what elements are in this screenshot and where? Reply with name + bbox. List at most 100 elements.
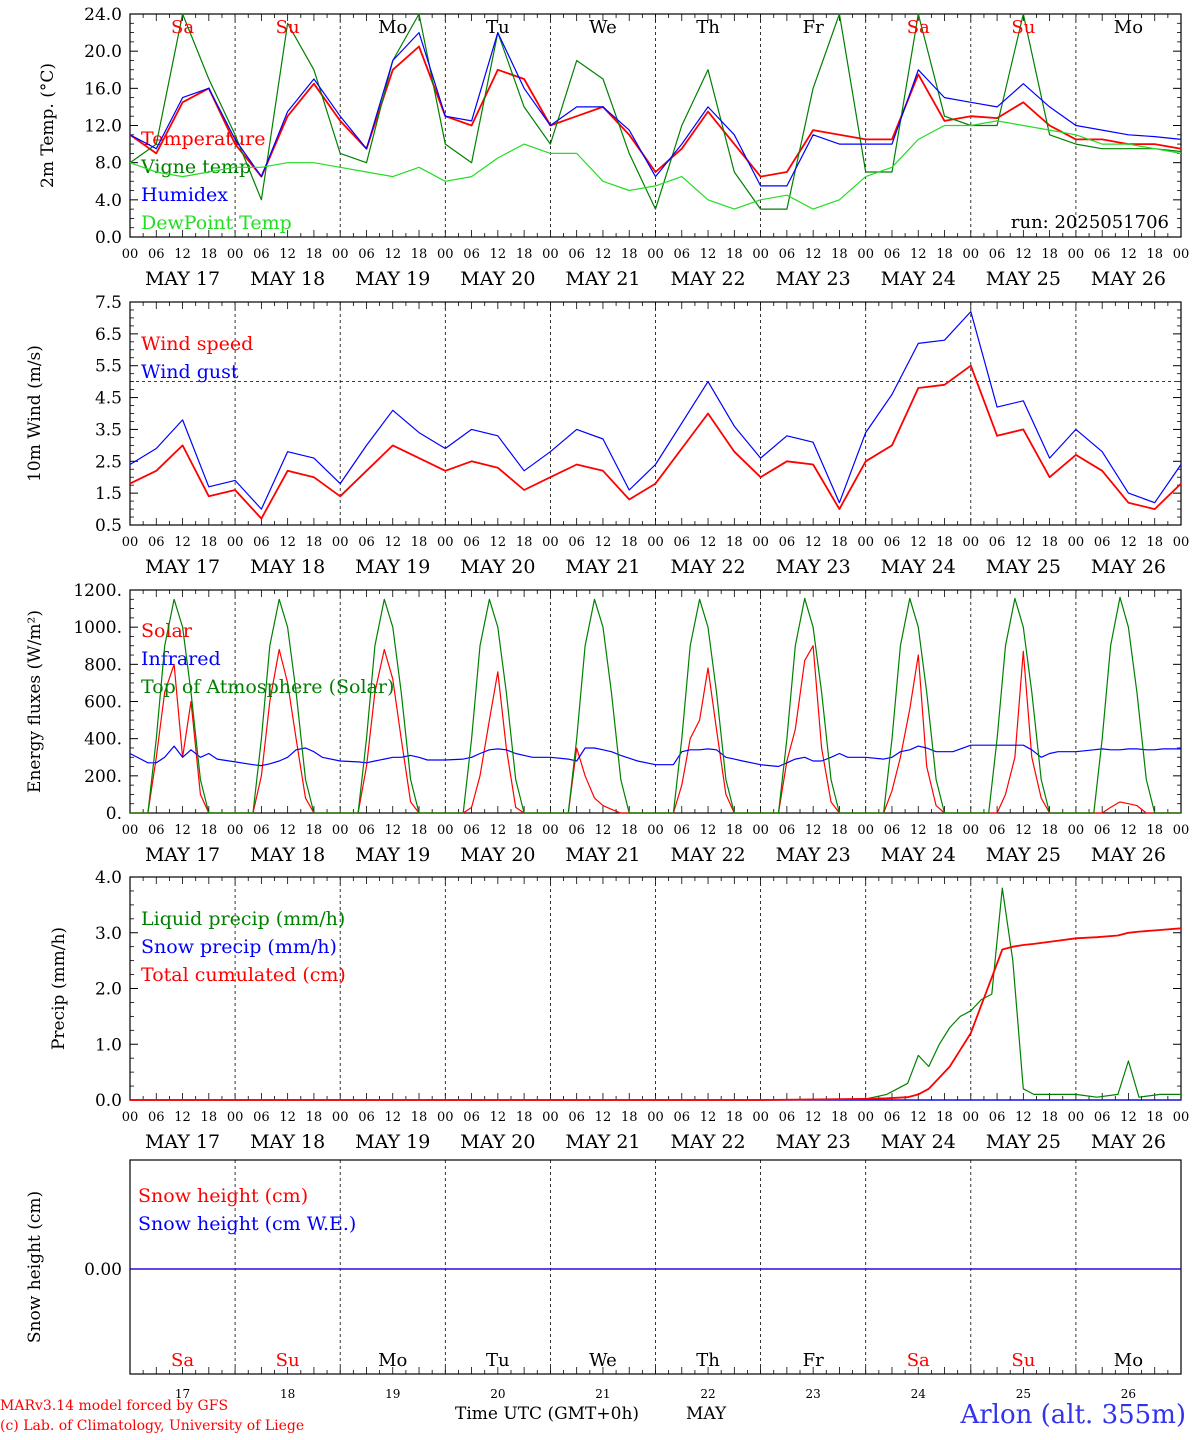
legend-entry: Liquid precip (mm/h) — [141, 908, 345, 930]
hour-tick-label: 12 — [279, 535, 296, 550]
hour-tick-label: 00 — [647, 823, 664, 838]
hour-tick-label: 00 — [122, 535, 139, 550]
day-name-top: Mo — [378, 17, 407, 38]
date-label: MAY 23 — [776, 1131, 851, 1153]
hour-tick-label: 00 — [542, 1110, 559, 1125]
date-label: MAY 19 — [355, 844, 430, 866]
hour-tick-label: 12 — [174, 247, 191, 262]
hour-tick-label: 18 — [306, 823, 323, 838]
hour-tick-label: 06 — [358, 1110, 375, 1125]
hour-tick-label: 06 — [674, 1110, 691, 1125]
hour-tick-label: 06 — [568, 823, 585, 838]
x-axis-label: Time UTC (GMT+0h) — [455, 1404, 640, 1424]
hour-tick-label: 00 — [122, 1110, 139, 1125]
hour-tick-label: 12 — [700, 247, 717, 262]
hour-tick-label: 06 — [148, 247, 165, 262]
hour-tick-label: 12 — [174, 1110, 191, 1125]
model-credit-line: MARv3.14 model forced by GFS — [0, 1398, 229, 1414]
legend-entry: Vigne temp — [140, 156, 251, 178]
panel-5: 0.00 Snow height (cm) Snow height (cm) Snow… — [25, 1159, 1182, 1401]
hour-tick-label: 00 — [857, 823, 874, 838]
hour-tick-label: 06 — [779, 1110, 796, 1125]
series-line-total-cumulated-cm — [130, 927, 1182, 1101]
date-label: MAY 25 — [986, 844, 1061, 866]
hour-tick-label: 12 — [595, 823, 612, 838]
day-name-bottom: Sa — [171, 1350, 194, 1371]
hour-tick-label: 18 — [201, 1110, 218, 1125]
day-name-top: Su — [276, 17, 300, 38]
hour-tick-label: 18 — [936, 1110, 953, 1125]
hour-tick-label: 18 — [516, 247, 533, 262]
hour-tick-label: 18 — [621, 535, 638, 550]
day-number: 23 — [806, 1387, 821, 1401]
date-label: MAY 22 — [670, 268, 745, 290]
hour-tick-label: 18 — [411, 247, 428, 262]
y-tick-label: 0.0 — [95, 1091, 122, 1111]
y-tick-label: 3.5 — [95, 420, 122, 440]
hour-tick-label: 12 — [910, 535, 927, 550]
hour-tick-label: 18 — [621, 1110, 638, 1125]
hour-tick-label: 18 — [936, 247, 953, 262]
date-label: MAY 21 — [565, 844, 640, 866]
day-name-bottom: Su — [1011, 1350, 1035, 1371]
date-label: MAY 19 — [355, 268, 430, 290]
hour-tick-label: 00 — [963, 823, 980, 838]
hour-tick-label: 06 — [148, 1110, 165, 1125]
hour-tick-label: 06 — [884, 247, 901, 262]
hour-tick-label: 00 — [122, 247, 139, 262]
plot-frame — [129, 301, 1182, 526]
hour-tick-label: 00 — [752, 247, 769, 262]
hour-tick-label: 06 — [568, 1110, 585, 1125]
day-number: 21 — [595, 1387, 610, 1401]
y-tick-label: 200. — [84, 767, 122, 787]
hour-tick-label: 18 — [411, 1110, 428, 1125]
y-tick-label: 6.5 — [95, 325, 122, 345]
date-label: MAY 19 — [355, 556, 430, 578]
day-name-top: Fr — [803, 17, 824, 38]
legend-entry: Top of Atmosphere (Solar) — [141, 676, 394, 698]
date-label: MAY 18 — [250, 556, 325, 578]
date-label: MAY 23 — [776, 844, 851, 866]
y-tick-label: 1000. — [73, 618, 122, 638]
hour-tick-label: 06 — [463, 1110, 480, 1125]
y-tick-label: 24.0 — [84, 5, 122, 25]
y-tick-label: 8.0 — [95, 154, 122, 174]
hour-tick-label: 00 — [1173, 535, 1190, 550]
hour-tick-label: 00 — [963, 247, 980, 262]
date-label: MAY 26 — [1091, 844, 1166, 866]
day-name-top: Tu — [486, 17, 510, 38]
hour-tick-label: 06 — [148, 535, 165, 550]
station-label: Arlon (alt. 355m) — [960, 1400, 1186, 1430]
hour-tick-label: 06 — [148, 823, 165, 838]
hour-tick-label: 12 — [384, 823, 401, 838]
hour-tick-label: 00 — [332, 535, 349, 550]
hour-tick-label: 12 — [805, 535, 822, 550]
hour-tick-label: 00 — [752, 823, 769, 838]
day-number: 18 — [280, 1387, 295, 1401]
hour-tick-label: 18 — [201, 823, 218, 838]
hour-tick-label: 06 — [568, 535, 585, 550]
hour-tick-label: 12 — [174, 823, 191, 838]
date-label: MAY 24 — [881, 268, 956, 290]
date-label: MAY 24 — [881, 556, 956, 578]
hour-tick-label: 18 — [1146, 247, 1163, 262]
hour-tick-label: 12 — [805, 823, 822, 838]
hour-tick-label: 06 — [1094, 1110, 1111, 1125]
hour-tick-label: 06 — [779, 823, 796, 838]
y-tick-label: 2.5 — [95, 452, 122, 472]
hour-tick-label: 06 — [989, 247, 1006, 262]
hour-tick-label: 00 — [1173, 247, 1190, 262]
date-label: MAY 24 — [881, 844, 956, 866]
hour-tick-label: 12 — [384, 1110, 401, 1125]
y-tick-label: 12.0 — [84, 117, 122, 137]
date-label: MAY 18 — [250, 268, 325, 290]
y-tick-label: 16.0 — [84, 79, 122, 99]
hour-tick-label: 18 — [201, 247, 218, 262]
y-tick-label: 4.5 — [95, 389, 122, 409]
hour-tick-label: 00 — [1068, 823, 1085, 838]
date-label: MAY 23 — [776, 556, 851, 578]
hour-tick-label: 00 — [963, 1110, 980, 1125]
hour-tick-label: 12 — [384, 247, 401, 262]
hour-tick-label: 06 — [674, 247, 691, 262]
hour-tick-label: 00 — [647, 1110, 664, 1125]
